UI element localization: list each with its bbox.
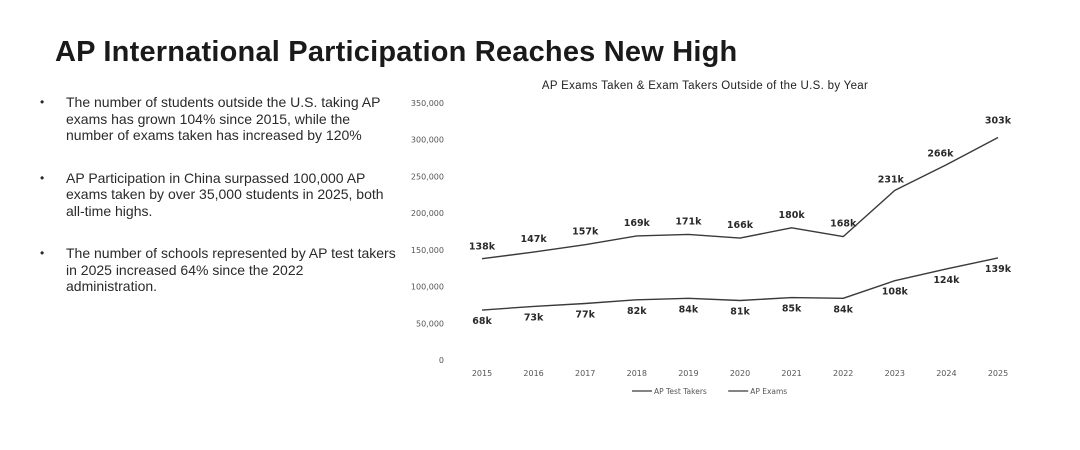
x-tick-label: 2025	[988, 369, 1008, 378]
bullet-text: The number of students outside the U.S. …	[66, 94, 381, 143]
data-label: 108k	[882, 287, 909, 298]
bullet-item: • The number of schools represented by A…	[36, 245, 396, 295]
data-label: 73k	[524, 312, 544, 323]
x-tick-label: 2019	[678, 369, 698, 378]
y-tick-label: 150,000	[411, 246, 444, 255]
x-tick-label: 2021	[781, 369, 801, 378]
data-label: 231k	[878, 174, 905, 185]
data-label: 169k	[624, 218, 651, 229]
legend-label: AP Exams	[750, 387, 787, 396]
y-tick-label: 100,000	[411, 283, 444, 292]
data-label: 84k	[679, 304, 699, 315]
data-label: 303k	[985, 116, 1012, 127]
y-tick-label: 300,000	[411, 136, 444, 145]
data-label: 81k	[730, 307, 750, 318]
data-label: 171k	[675, 216, 702, 227]
x-tick-label: 2022	[833, 369, 853, 378]
bullet-marker: •	[40, 246, 45, 260]
slide-title: AP International Participation Reaches N…	[55, 36, 738, 68]
x-tick-label: 2020	[730, 369, 750, 378]
data-label: 68k	[472, 316, 492, 327]
x-tick-label: 2016	[523, 369, 543, 378]
data-label: 147k	[521, 234, 548, 245]
bullet-text: The number of schools represented by AP …	[66, 245, 396, 294]
data-label: 124k	[933, 275, 960, 286]
chart-title: AP Exams Taken & Exam Takers Outside of …	[541, 80, 869, 92]
data-label: 139k	[985, 264, 1012, 275]
data-label: 77k	[575, 309, 595, 320]
y-tick-label: 200,000	[411, 209, 444, 218]
y-tick-label: 350,000	[411, 99, 444, 108]
data-label: 266k	[927, 149, 954, 160]
data-label: 157k	[572, 227, 599, 238]
series-line-test-takers	[481, 257, 999, 311]
y-tick-label: 0	[439, 356, 444, 365]
data-label: 168k	[830, 219, 857, 230]
bullet-item: • AP Participation in China surpassed 10…	[36, 170, 396, 220]
x-tick-label: 2015	[472, 369, 492, 378]
x-tick-label: 2024	[936, 369, 956, 378]
data-label: 84k	[833, 304, 853, 315]
data-label: 180k	[779, 210, 806, 221]
bullet-list: • The number of students outside the U.S…	[36, 94, 396, 295]
data-label: 82k	[627, 306, 647, 317]
y-tick-label: 250,000	[411, 172, 444, 181]
bullet-item: • The number of students outside the U.S…	[36, 94, 396, 144]
data-label: 166k	[727, 220, 754, 231]
series-line-exams	[481, 136, 999, 260]
bullet-text: AP Participation in China surpassed 100,…	[66, 169, 384, 219]
legend-label: AP Test Takers	[654, 387, 707, 396]
data-label: 138k	[469, 242, 496, 253]
x-tick-label: 2018	[627, 369, 647, 378]
data-label: 85k	[782, 304, 802, 315]
bullet-marker: •	[40, 95, 45, 109]
x-tick-label: 2023	[885, 369, 905, 378]
bullet-marker: •	[40, 170, 45, 185]
x-tick-label: 2017	[575, 369, 595, 378]
y-tick-label: 50,000	[416, 319, 444, 328]
